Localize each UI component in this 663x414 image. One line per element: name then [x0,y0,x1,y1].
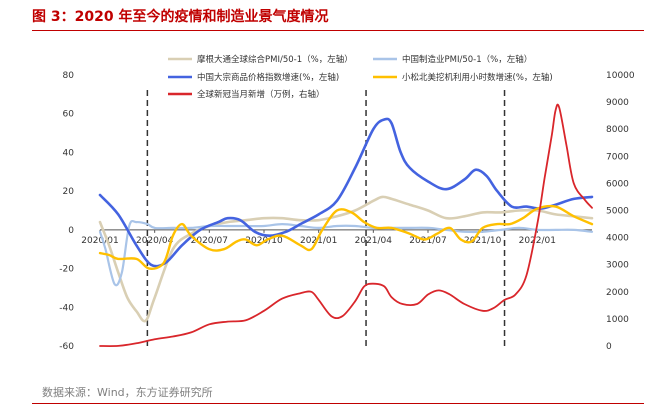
left-axis-tick-label: -60 [59,342,74,352]
legend-label-2: 中国制造业PMI/50-1（%，左轴） [402,54,532,65]
right-axis-tick-label: 4000 [606,234,629,244]
source-note: 数据来源：Wind，东方证券研究所 [42,386,213,399]
left-axis-tick-label: 0 [68,226,74,236]
series-line-4 [98,204,594,270]
series-line-1 [98,195,594,323]
right-axis-tick-label: 10000 [606,71,635,81]
right-axis-tick-label: 5000 [606,207,629,217]
left-axis-tick-label: 40 [63,148,75,158]
x-axis-tick-label: 2021/10 [464,236,502,246]
title-divider [32,30,644,31]
plot-area: 806040200-20-40-601000090008000700060005… [59,54,635,352]
legend-label-1: 摩根大通全球综合PMI/50-1（%，左轴） [197,54,353,65]
x-axis-tick-label: 2021/07 [409,236,446,246]
x-axis-tick-label: 2020/04 [136,236,174,246]
right-axis-tick-label: 6000 [606,179,629,189]
x-axis-tick-label: 2020/01 [81,236,118,246]
right-axis-tick-label: 9000 [606,98,629,108]
left-axis-tick-label: 60 [63,110,75,120]
legend-label-3: 中国大宗商品价格指数增速(%，左轴) [197,72,339,83]
x-axis-tick-label: 2021/04 [355,236,393,246]
bottom-divider [32,403,644,404]
right-axis-tick-label: 1000 [606,315,629,325]
x-axis-tick-label: 2021/01 [300,236,337,246]
x-axis-tick-label: 2020/07 [191,236,228,246]
legend-label-4: 小松北美挖机利用小时数增速(%，左轴) [402,72,553,83]
chart-title: 图 3：2020 年至今的疫情和制造业景气度情况 [32,9,329,25]
legend-label-5: 全球新冠当月新增（万例，右轴） [197,89,325,100]
left-axis-tick-label: 20 [63,187,75,197]
series-line-5 [99,103,593,348]
right-axis-tick-label: 7000 [606,152,629,162]
right-axis-tick-label: 2000 [606,288,629,298]
x-axis-tick-label: 2022/01 [519,236,556,246]
right-axis-tick-label: 0 [606,342,612,352]
series-line-2 [98,219,594,287]
right-axis-tick-label: 3000 [606,261,629,271]
right-axis-tick-label: 8000 [606,125,629,135]
left-axis-tick-label: -40 [59,303,74,313]
left-axis-tick-label: -20 [59,265,74,275]
left-axis-tick-label: 80 [63,71,75,81]
